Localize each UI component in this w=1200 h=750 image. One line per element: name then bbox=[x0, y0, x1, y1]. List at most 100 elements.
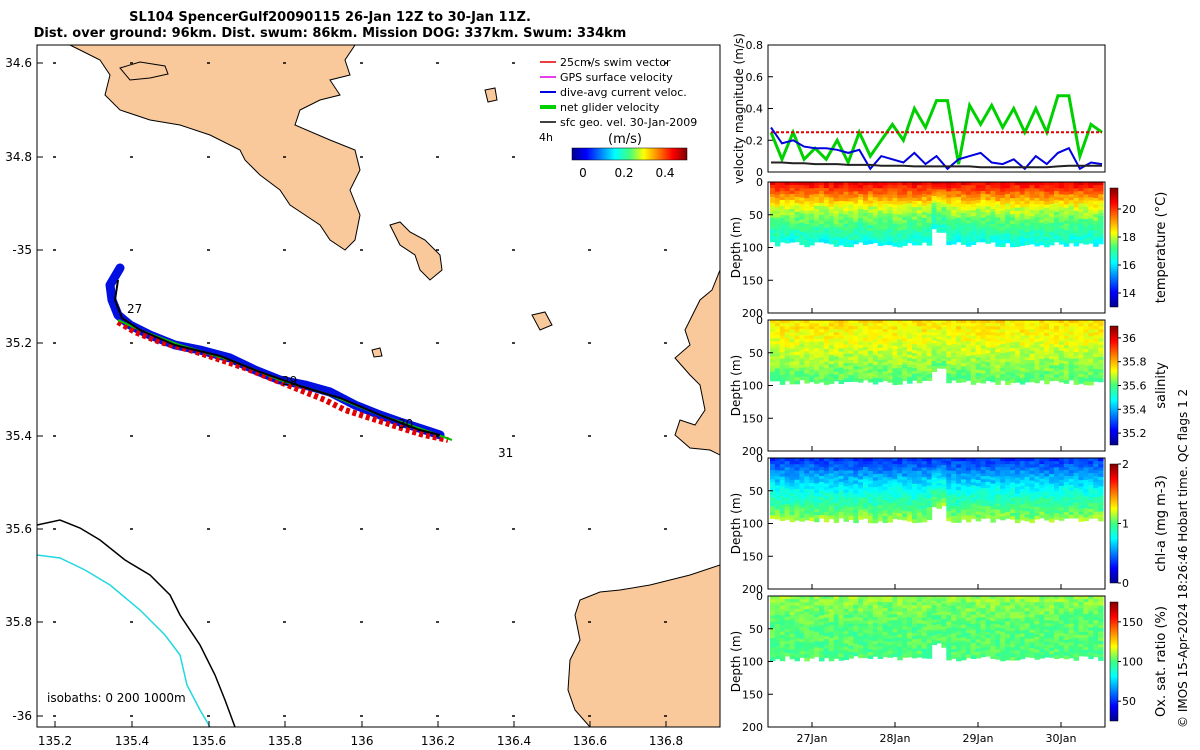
section-cell bbox=[892, 641, 898, 645]
section-cell bbox=[814, 326, 820, 331]
section-cell bbox=[848, 602, 854, 606]
section-cell bbox=[814, 512, 820, 516]
section-cell bbox=[1039, 373, 1045, 378]
section-cell bbox=[1014, 236, 1021, 241]
section-cell bbox=[907, 376, 913, 381]
section-cell bbox=[877, 621, 884, 625]
section-cell bbox=[892, 230, 898, 234]
section-cell bbox=[897, 510, 903, 514]
section-cell bbox=[877, 617, 884, 622]
section-cell bbox=[877, 335, 884, 340]
section-cell bbox=[1044, 332, 1050, 337]
section-cell bbox=[799, 361, 805, 366]
y-tick-label: 0 bbox=[756, 166, 763, 179]
section-cell bbox=[1083, 495, 1089, 500]
section-cell bbox=[838, 326, 845, 331]
section-cell bbox=[882, 374, 889, 379]
section-cell bbox=[877, 323, 884, 327]
land-north bbox=[37, 45, 361, 251]
section-cell bbox=[985, 509, 991, 513]
section-cell bbox=[965, 350, 972, 354]
section-cell bbox=[916, 216, 923, 221]
section-cell bbox=[916, 332, 923, 337]
section-cell bbox=[779, 495, 786, 500]
section-cell bbox=[819, 512, 825, 516]
section-cell bbox=[946, 495, 952, 500]
section-cell bbox=[789, 646, 796, 650]
section-cell bbox=[907, 357, 913, 362]
section-cell bbox=[912, 207, 918, 211]
section-cell bbox=[1078, 326, 1084, 331]
section-cell bbox=[828, 342, 835, 346]
section-cell bbox=[882, 228, 889, 233]
section-cell bbox=[863, 617, 869, 622]
section-cell bbox=[867, 338, 874, 343]
section-cell bbox=[1063, 512, 1070, 516]
section-cell bbox=[872, 339, 879, 343]
section-cell bbox=[779, 631, 786, 636]
section-cell bbox=[843, 621, 849, 626]
section-cell bbox=[784, 507, 791, 511]
section-cell bbox=[965, 194, 972, 199]
section-cell bbox=[980, 376, 987, 381]
section-cell bbox=[867, 225, 874, 229]
section-cell bbox=[1044, 377, 1050, 382]
section-cell bbox=[1088, 320, 1094, 324]
section-cell bbox=[892, 365, 898, 369]
section-cell bbox=[872, 608, 879, 612]
section-cell bbox=[794, 485, 800, 490]
section-cell bbox=[970, 371, 977, 376]
section-cell bbox=[794, 501, 800, 506]
section-cell bbox=[828, 194, 835, 199]
section-cell bbox=[1044, 361, 1050, 366]
section-cell bbox=[931, 226, 938, 230]
section-cell bbox=[936, 324, 942, 328]
section-cell bbox=[833, 365, 840, 370]
section-cell bbox=[814, 650, 820, 654]
section-cell bbox=[770, 226, 776, 231]
section-cell bbox=[980, 342, 987, 346]
section-cell bbox=[843, 227, 849, 231]
section-cell bbox=[985, 482, 991, 486]
section-cell bbox=[1014, 519, 1021, 524]
section-cell bbox=[1083, 355, 1089, 360]
section-cell bbox=[779, 621, 786, 626]
legend-swim-vector: 25cm/s swim vector bbox=[540, 56, 671, 69]
section-cell bbox=[838, 458, 845, 462]
section-cell bbox=[990, 326, 996, 330]
section-cell bbox=[902, 599, 908, 603]
section-cell bbox=[1073, 355, 1080, 360]
section-cell bbox=[887, 225, 893, 230]
section-cell bbox=[804, 641, 810, 646]
section-cell bbox=[892, 371, 898, 376]
section-cell bbox=[887, 502, 893, 507]
section-cell bbox=[985, 494, 991, 498]
section-cell bbox=[1049, 509, 1055, 513]
section-cell bbox=[1049, 490, 1055, 494]
section-cell bbox=[774, 201, 781, 205]
section-cell bbox=[872, 197, 879, 201]
section-cell bbox=[907, 476, 913, 481]
section-cell bbox=[941, 209, 947, 213]
section-cell bbox=[956, 214, 962, 219]
section-cell bbox=[1054, 464, 1060, 468]
section-cell bbox=[823, 515, 830, 520]
section-cell bbox=[951, 185, 957, 189]
section-cell bbox=[1073, 458, 1080, 462]
section-cell bbox=[823, 203, 830, 207]
section-cell bbox=[814, 486, 820, 491]
section-cell bbox=[814, 599, 820, 603]
section-cell bbox=[975, 348, 982, 352]
section-cell bbox=[1083, 467, 1089, 472]
section-cell bbox=[970, 506, 977, 510]
section-cell bbox=[1014, 201, 1021, 206]
section-cell bbox=[975, 205, 982, 210]
section-cell bbox=[770, 190, 776, 195]
section-cell bbox=[916, 464, 923, 469]
section-cell bbox=[770, 615, 776, 620]
section-cell bbox=[774, 329, 781, 333]
section-cell bbox=[1073, 204, 1080, 209]
section-cell bbox=[823, 200, 830, 204]
section-cell bbox=[819, 211, 825, 216]
section-cell bbox=[1029, 493, 1035, 498]
